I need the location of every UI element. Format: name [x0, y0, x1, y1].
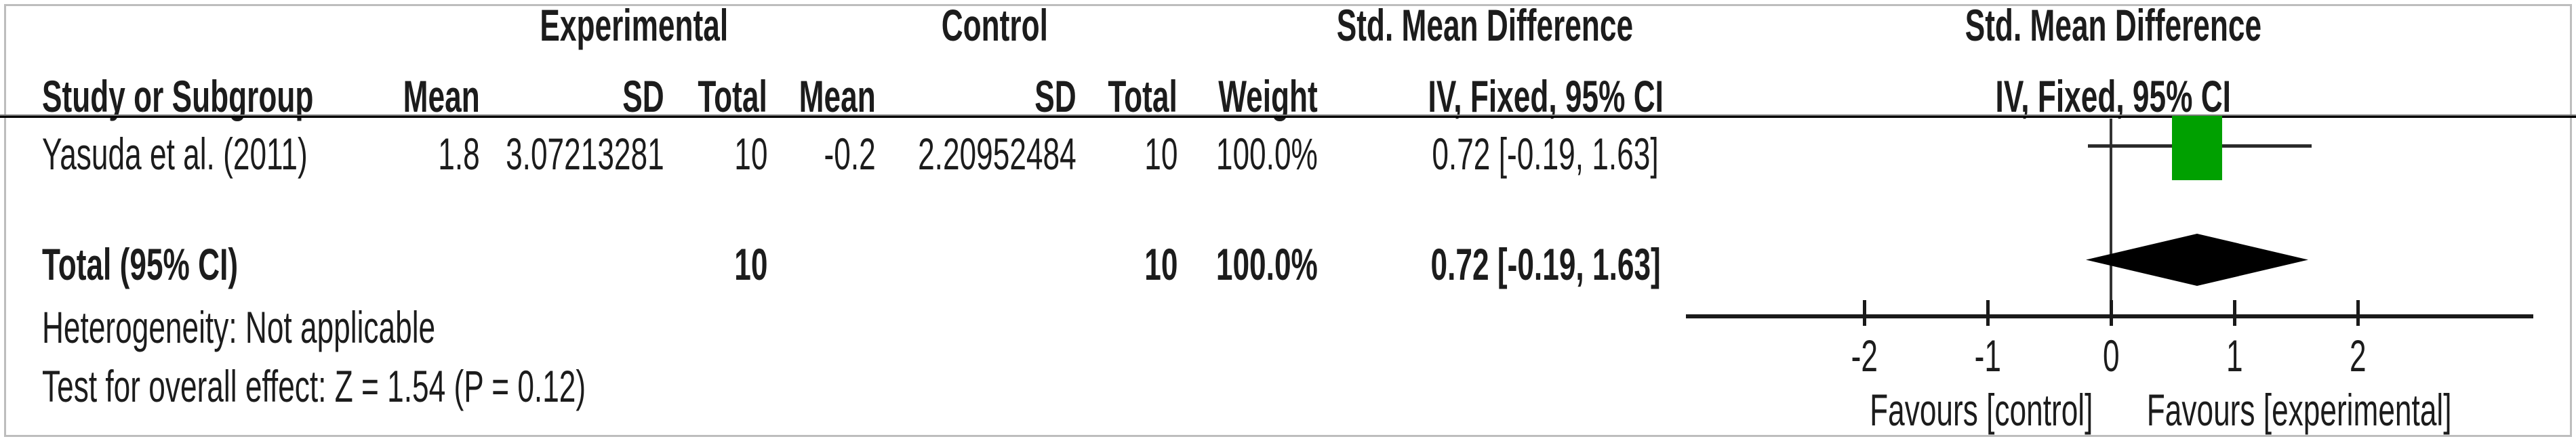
col-header-ci-plot: IV, Fixed, 95% CI	[1995, 71, 2231, 121]
col-header-study: Study or Subgroup	[42, 71, 314, 121]
total-weight: 100.0%	[1216, 239, 1318, 289]
col-header-sd-control: SD	[1034, 71, 1076, 121]
col-header-mean-experimental: Mean	[403, 71, 480, 121]
total-estimate-text: 0.72 [-0.19, 1.63]	[1430, 239, 1661, 289]
study-mean-experimental: 1.8	[438, 129, 480, 179]
col-header-weight: Weight	[1218, 71, 1318, 121]
total-total-control: 10	[1144, 239, 1178, 289]
heterogeneity-note: Heterogeneity: Not applicable	[42, 302, 436, 352]
group-header-smd-table: Std. Mean Difference	[1336, 0, 1633, 50]
study-weight: 100.0%	[1216, 129, 1318, 179]
study-point-square	[2172, 116, 2222, 180]
study-total-control: 10	[1144, 129, 1178, 179]
favours-experimental-label: Favours [experimental]	[2147, 385, 2452, 435]
study-sd-control: 2.20952484	[918, 129, 1076, 179]
study-estimate-text: 0.72 [-0.19, 1.63]	[1432, 129, 1659, 179]
axis-tick-label-2: 2	[2349, 331, 2367, 381]
group-header-experimental: Experimental	[540, 0, 728, 50]
col-header-total-experimental: Total	[698, 71, 767, 121]
axis-tick-label-1: 1	[2226, 331, 2243, 381]
study-total-experimental: 10	[733, 129, 767, 179]
col-header-sd-experimental: SD	[622, 71, 664, 121]
zero-reference-line	[2110, 119, 2112, 316]
favours-control-label: Favours [control]	[1870, 385, 2093, 435]
col-header-mean-control: Mean	[799, 71, 876, 121]
axis-tick--2	[1863, 300, 1866, 326]
group-header-control: Control	[941, 0, 1048, 50]
axis-tick-0	[2110, 300, 2113, 326]
axis-tick-label--1: -1	[1974, 331, 2001, 381]
axis-tick-1	[2233, 300, 2236, 326]
study-name: Yasuda et al. (2011)	[42, 129, 308, 179]
axis-tick-label--2: -2	[1851, 331, 1878, 381]
figure-border	[4, 4, 2572, 437]
study-sd-experimental: 3.07213281	[506, 129, 664, 179]
axis-tick-label-0: 0	[2102, 331, 2120, 381]
col-header-total-control: Total	[1108, 71, 1178, 121]
overall-effect-note: Test for overall effect: Z = 1.54 (P = 0…	[42, 361, 586, 411]
header-rule	[0, 114, 2576, 118]
axis-tick--1	[1986, 300, 1990, 326]
total-label: Total (95% CI)	[42, 239, 239, 289]
study-mean-control: -0.2	[824, 129, 876, 179]
total-total-experimental: 10	[733, 239, 767, 289]
axis-tick-2	[2356, 300, 2360, 326]
col-header-ci-table: IV, Fixed, 95% CI	[1428, 71, 1664, 121]
group-header-smd-plot: Std. Mean Difference	[1965, 0, 2261, 50]
